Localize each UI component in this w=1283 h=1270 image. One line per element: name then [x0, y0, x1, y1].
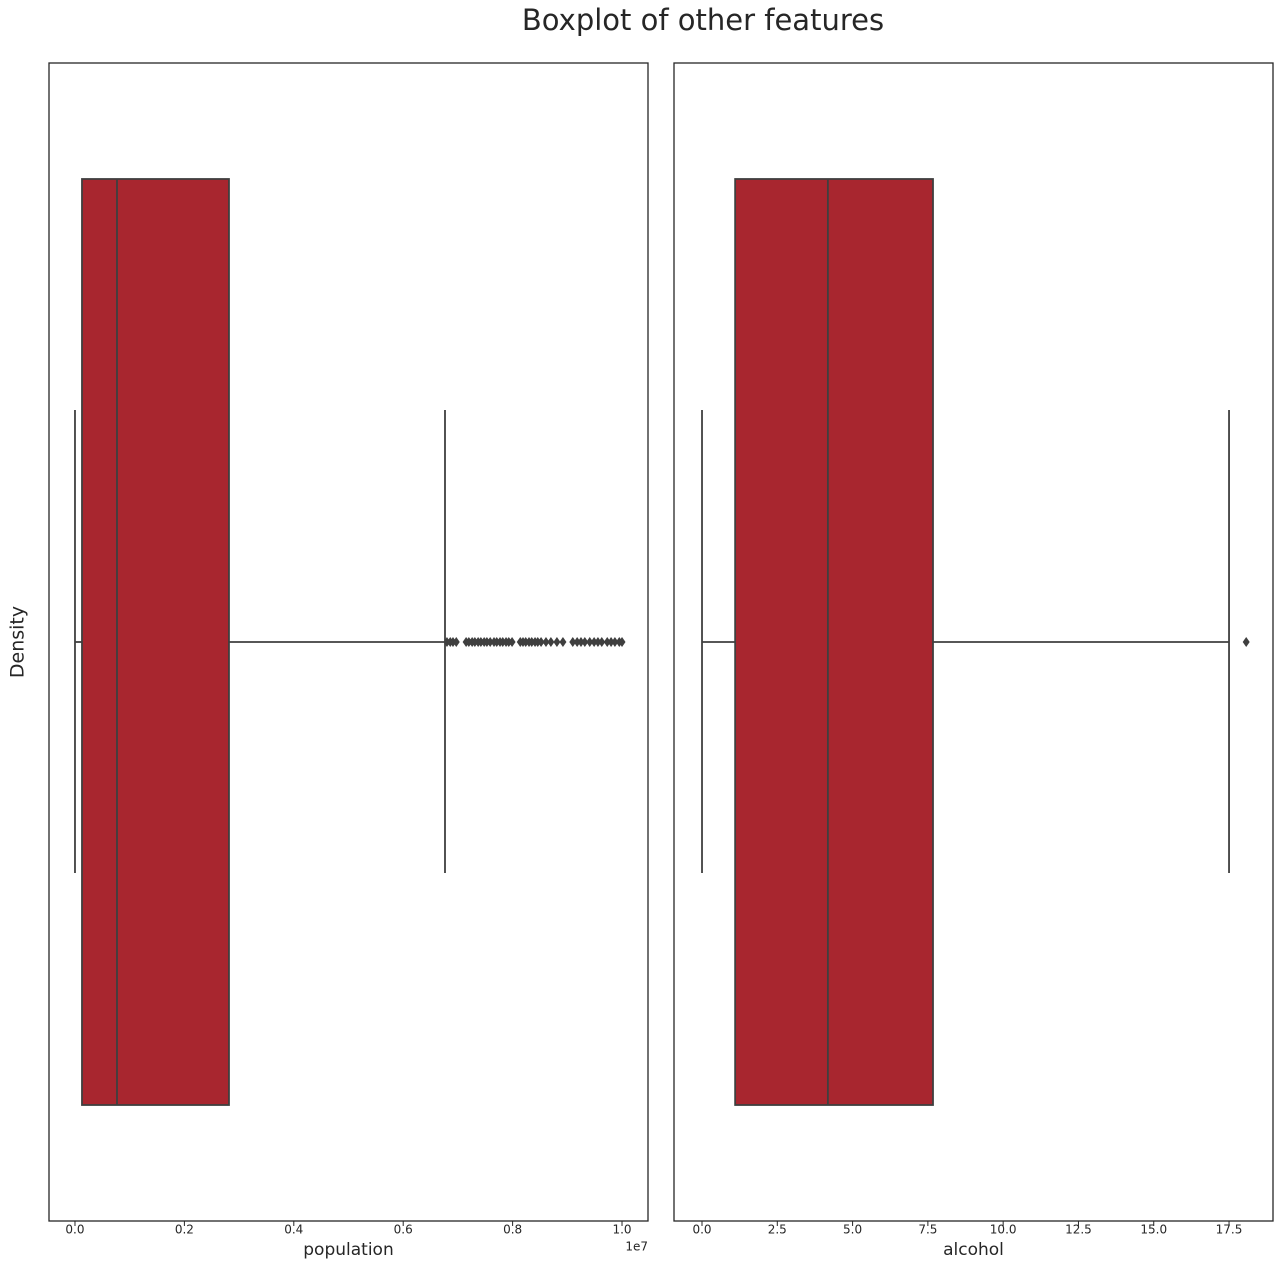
outlier — [618, 637, 626, 647]
outlier — [603, 637, 611, 647]
outlier — [607, 637, 615, 647]
outlier — [559, 637, 567, 647]
outlier — [486, 637, 494, 647]
x-tick-label: 17.5 — [1216, 1223, 1243, 1237]
outlier — [577, 637, 585, 647]
figure-title: Boxplot of other features — [522, 3, 884, 37]
x-tick-label: 0.0 — [65, 1223, 84, 1237]
x-tick-label: 0.0 — [692, 1223, 711, 1237]
outlier — [598, 637, 606, 647]
outlier — [537, 637, 545, 647]
x-tick-label: 5.0 — [843, 1223, 862, 1237]
outlier — [1242, 637, 1250, 647]
outlier — [452, 637, 460, 647]
x-axis-label: population — [303, 1240, 393, 1260]
outlier — [547, 637, 555, 647]
x-offset-label: 1e7 — [625, 1240, 648, 1254]
x-tick-label: 2.5 — [768, 1223, 787, 1237]
outlier — [569, 637, 577, 647]
outlier — [508, 637, 516, 647]
axes-frame — [48, 62, 649, 1222]
x-tick-label: 7.5 — [918, 1223, 937, 1237]
outlier — [553, 637, 561, 647]
x-tick-label: 1.0 — [612, 1223, 631, 1237]
x-tick-label: 0.4 — [284, 1223, 303, 1237]
x-tick-label: 10.0 — [990, 1223, 1017, 1237]
outlier — [611, 637, 619, 647]
box — [81, 178, 230, 1106]
outlier — [586, 637, 594, 647]
y-axis-label: Density — [7, 606, 29, 678]
x-axis-label: alcohol — [943, 1240, 1004, 1260]
x-tick-label: 0.6 — [394, 1223, 413, 1237]
x-tick-label: 12.5 — [1065, 1223, 1092, 1237]
outlier — [573, 637, 581, 647]
x-tick-label: 0.8 — [503, 1223, 522, 1237]
x-tick-label: 0.2 — [175, 1223, 194, 1237]
outlier — [590, 637, 598, 647]
box — [734, 178, 934, 1106]
outlier — [581, 637, 589, 647]
outlier — [594, 637, 602, 647]
x-tick-label: 15.0 — [1140, 1223, 1167, 1237]
outlier — [542, 637, 550, 647]
axes-frame — [673, 62, 1274, 1222]
